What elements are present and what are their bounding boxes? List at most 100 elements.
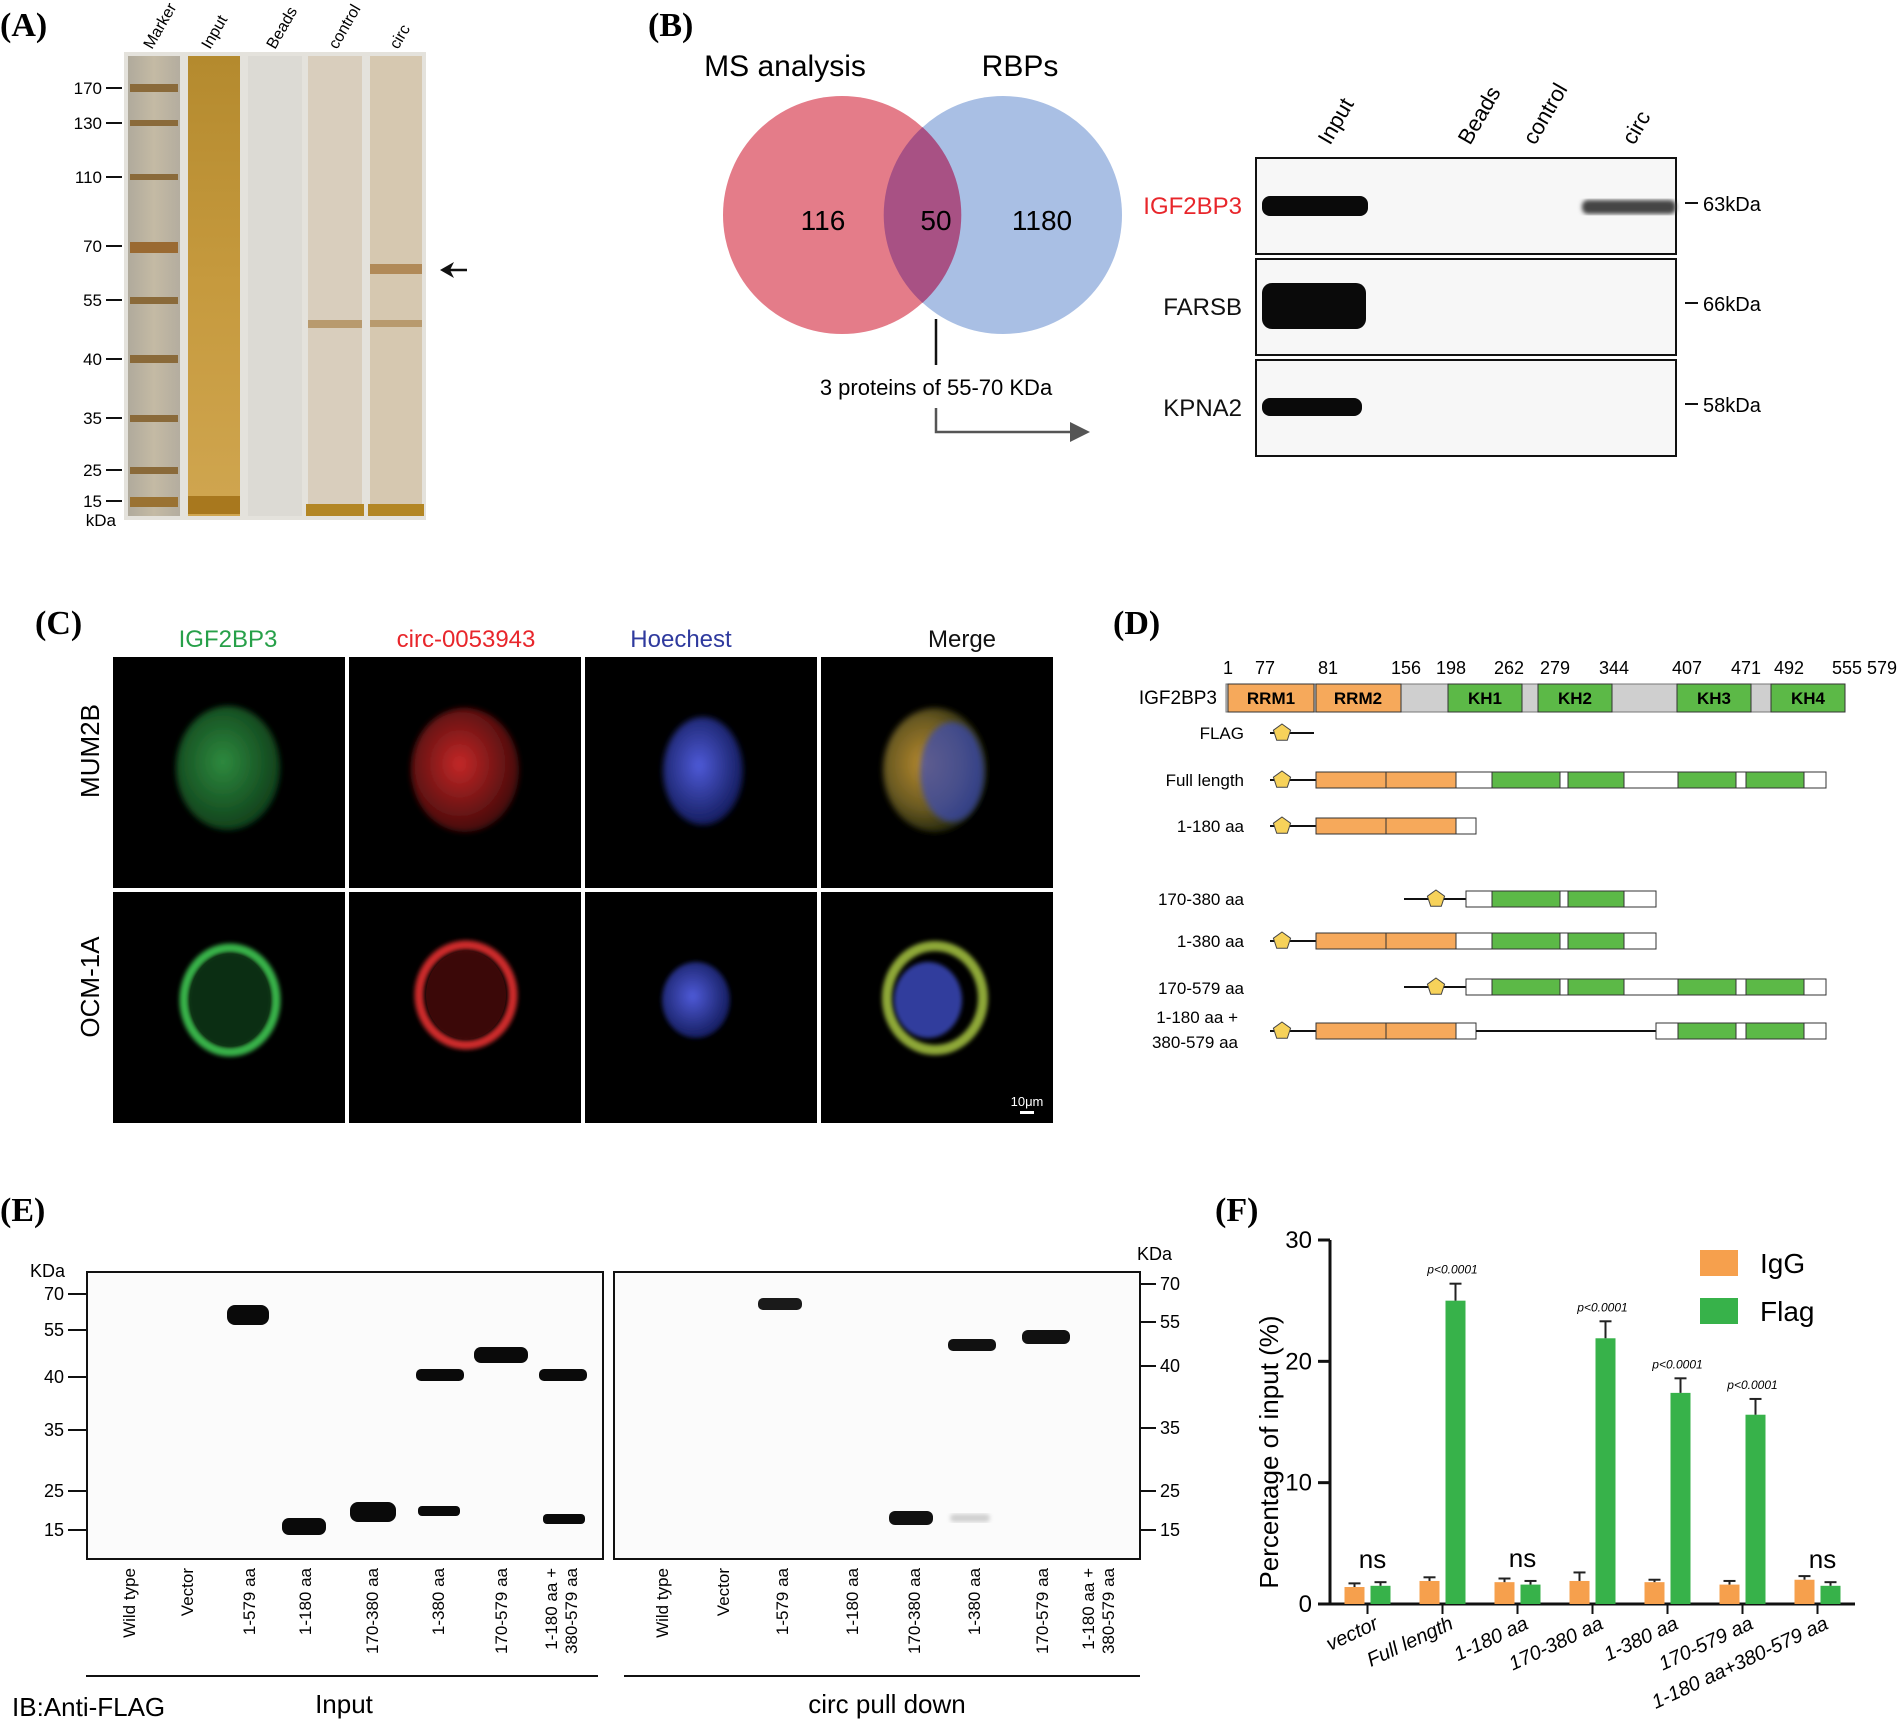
w-segment bbox=[1455, 817, 1477, 835]
lane-label: Vector bbox=[178, 1568, 197, 1617]
w-segment bbox=[1559, 978, 1569, 996]
lane-label: 380-579 aa bbox=[1099, 1567, 1118, 1654]
y-tick-label: 0 bbox=[1299, 1591, 1312, 1618]
wb-lane-label: Input bbox=[1313, 94, 1359, 149]
position-label: 279 bbox=[1540, 658, 1570, 678]
panel-a-lane-labels: Marker Input Beads control circ bbox=[141, 0, 414, 52]
bar-flag bbox=[1820, 1585, 1841, 1604]
construct-labels: FLAG Full length 1-180 aa 170-380 aa 1-3… bbox=[1152, 724, 1245, 1052]
panel-b-venn: MS analysis RBPs 116 50 1180 3 proteins … bbox=[704, 50, 1122, 442]
kh-segment bbox=[1567, 932, 1625, 950]
bar-igg bbox=[1344, 1587, 1365, 1604]
cell-ocm1a-merge bbox=[882, 941, 988, 1055]
position-label: 262 bbox=[1494, 658, 1524, 678]
w-segment bbox=[1803, 978, 1827, 996]
kh-segment bbox=[1745, 1022, 1805, 1040]
lane-labels-input: Wild type Vector 1-579 aa 1-180 aa 170-3… bbox=[120, 1567, 581, 1654]
panel-e-western: KDa KDa 70 55 40 35 25 15 70 55 40 35 25… bbox=[12, 1244, 1180, 1722]
panel-c-images: 10μm bbox=[113, 657, 1053, 1123]
marker-label: 55 bbox=[83, 291, 102, 310]
wb-lane-label: Beads bbox=[1453, 82, 1506, 149]
marker-label: 15 bbox=[1160, 1520, 1180, 1540]
w-segment bbox=[1803, 771, 1827, 789]
panel-b-western: Input Beads control circ IGF2BP3 FARSB K… bbox=[1143, 79, 1762, 457]
rrm-segment bbox=[1315, 771, 1387, 789]
domain-name: RRM2 bbox=[1334, 689, 1382, 708]
panel-a-ticks bbox=[106, 87, 122, 502]
flag-tag-icon bbox=[1272, 931, 1292, 949]
protein-igf2bp3: IGF2BP3 bbox=[1143, 193, 1242, 220]
lane-label: 1-180 aa bbox=[843, 1567, 862, 1635]
significance-label: p<0.0001 bbox=[1426, 1263, 1477, 1277]
construct-label: 1-180 aa bbox=[1177, 817, 1245, 836]
panel-c-headers: IGF2BP3 circ-0053943 Hoechest Merge bbox=[179, 626, 996, 653]
column-merge: Merge bbox=[928, 626, 996, 653]
domain-kh4 bbox=[1770, 683, 1846, 713]
size-igf2bp3: 63kDa bbox=[1703, 194, 1762, 216]
position-label: 1 bbox=[1223, 658, 1233, 678]
marker-label: 55 bbox=[44, 1320, 64, 1340]
column-circ: circ-0053943 bbox=[397, 626, 536, 653]
lane-label: Wild type bbox=[653, 1568, 672, 1638]
kh-segment bbox=[1677, 771, 1737, 789]
position-label: 156 bbox=[1391, 658, 1421, 678]
lane-label: 170-579 aa bbox=[1033, 1567, 1052, 1654]
flag-tag-icon bbox=[1272, 723, 1292, 741]
panel-d-diagram: 1 77 81 156 198 262 279 344 407 471 492 … bbox=[1139, 658, 1897, 1052]
marker-label: 35 bbox=[1160, 1418, 1180, 1438]
cell-mum2b-merge-nucleus bbox=[920, 722, 984, 822]
lane-label: Beads bbox=[264, 4, 301, 52]
marker-unit: kDa bbox=[86, 511, 117, 530]
marker-label: 15 bbox=[83, 492, 102, 511]
cell-mum2b-green bbox=[176, 706, 280, 830]
marker-label: 25 bbox=[44, 1481, 64, 1501]
band bbox=[474, 1347, 528, 1363]
flag-tag-icon bbox=[1426, 977, 1446, 995]
lane-label: 1-180 aa + bbox=[1079, 1568, 1098, 1650]
w-segment bbox=[1803, 1022, 1827, 1040]
flag-tag-icon bbox=[1272, 1021, 1292, 1039]
markers-right: 70 55 40 35 25 15 bbox=[1160, 1274, 1180, 1540]
domain-rrm2 bbox=[1315, 683, 1402, 713]
y-tick-label: 10 bbox=[1285, 1470, 1312, 1497]
w-segment bbox=[1465, 890, 1493, 908]
wb-size-ticks bbox=[1685, 202, 1698, 405]
band bbox=[282, 1518, 326, 1535]
marker-label: 25 bbox=[83, 461, 102, 480]
lane-label: 1-579 aa bbox=[240, 1567, 259, 1635]
chart-legend: IgG Flag bbox=[1700, 1248, 1814, 1327]
bar-flag bbox=[1370, 1585, 1391, 1604]
bar-igg bbox=[1644, 1582, 1665, 1604]
group-pulldown: circ pull down bbox=[808, 1689, 966, 1719]
rrm-segment bbox=[1315, 932, 1387, 950]
legend-swatch bbox=[1700, 1250, 1738, 1276]
significance-label: ns bbox=[1809, 1544, 1836, 1574]
y-tick-label: 20 bbox=[1285, 1348, 1312, 1375]
construct-drawings bbox=[1270, 723, 1827, 1040]
marker-label: 130 bbox=[74, 114, 102, 133]
lane-label: 1-380 aa bbox=[965, 1567, 984, 1635]
position-label: 579 bbox=[1867, 658, 1897, 678]
marker-label: 170 bbox=[74, 79, 102, 98]
flag-tag-icon bbox=[1426, 889, 1446, 907]
row-ocm1a: OCM-1A bbox=[75, 936, 105, 1038]
scale-bar-label: 10μm bbox=[1011, 1094, 1044, 1109]
w-segment bbox=[1735, 978, 1747, 996]
unit-left: KDa bbox=[30, 1261, 66, 1281]
lane-label: control bbox=[326, 2, 365, 52]
panel-label-a: (A) bbox=[0, 7, 47, 44]
venn-right-title: RBPs bbox=[982, 50, 1059, 83]
venn-overlap-count: 50 bbox=[920, 205, 951, 236]
cell-ocm1a-green-fill bbox=[190, 954, 270, 1046]
construct-label: 170-380 aa bbox=[1158, 890, 1245, 909]
band bbox=[227, 1305, 269, 1325]
row-mum2b: MUM2B bbox=[75, 704, 105, 798]
legend-swatch bbox=[1700, 1298, 1738, 1324]
panel-a-gel bbox=[124, 52, 467, 520]
group-input: Input bbox=[315, 1689, 374, 1719]
significance-label: p<0.0001 bbox=[1576, 1300, 1627, 1314]
protein-kpna2: KPNA2 bbox=[1163, 395, 1242, 422]
flow-arrow-line bbox=[934, 408, 1073, 434]
lane-labels-pulldown: Wild type Vector 1-579 aa 1-180 aa 170-3… bbox=[653, 1567, 1118, 1654]
